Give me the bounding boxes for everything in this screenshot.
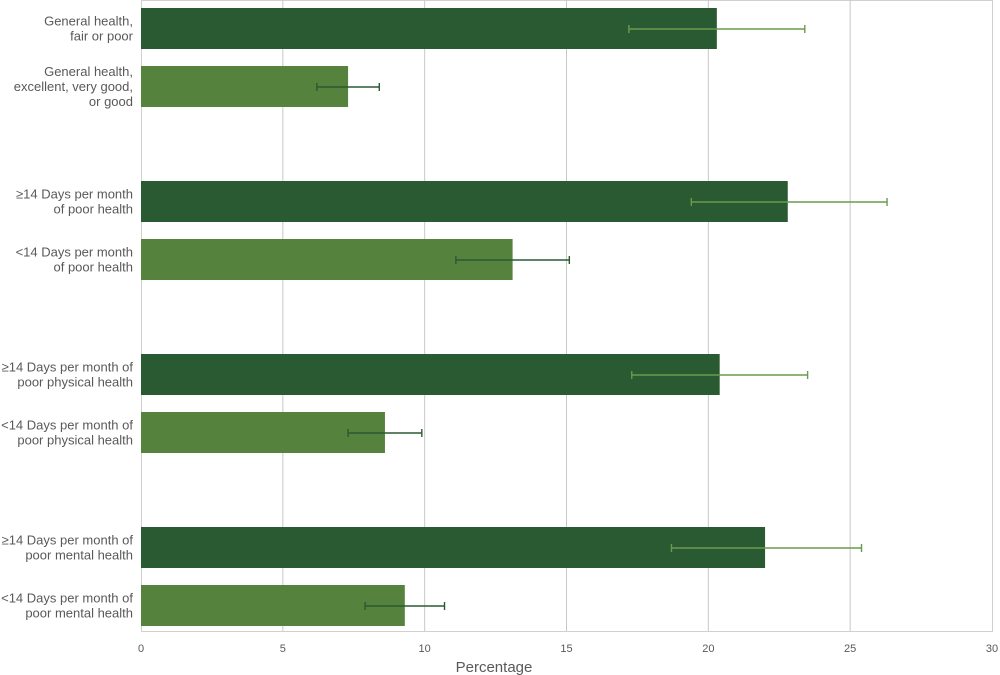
x-tick-label: 20 bbox=[702, 643, 714, 655]
bars bbox=[141, 8, 788, 626]
bar bbox=[141, 527, 766, 568]
category-label: General health, excellent, very good, or g… bbox=[14, 64, 133, 109]
bar bbox=[141, 354, 720, 395]
bar bbox=[141, 66, 349, 107]
x-tick-label: 0 bbox=[138, 643, 144, 655]
category-label: <14 Days per month of poor physical healt… bbox=[1, 418, 133, 448]
error-bar bbox=[670, 544, 863, 552]
category-label: <14 Days per month of poor mental health bbox=[1, 591, 133, 621]
bar bbox=[141, 239, 513, 280]
x-tick-labels: 0 5 10 15 20 25 30 bbox=[138, 643, 998, 655]
x-tick-label: 15 bbox=[560, 643, 572, 655]
bar bbox=[141, 8, 717, 49]
error-bar bbox=[316, 83, 380, 91]
bar bbox=[141, 585, 405, 626]
error-bar bbox=[631, 371, 809, 379]
bar bbox=[141, 181, 788, 222]
category-label: ≥14 Days per month of poor health bbox=[16, 187, 133, 217]
error-bar bbox=[364, 602, 446, 610]
bar bbox=[141, 412, 385, 453]
category-label: General health, fair or poor bbox=[44, 14, 134, 44]
gridlines bbox=[282, 0, 851, 631]
category-label: <14 Days per month of poor health bbox=[16, 245, 133, 275]
error-bars bbox=[316, 25, 888, 610]
error-bar bbox=[690, 198, 888, 206]
category-label: ≥14 Days per month of poor physical healt… bbox=[2, 360, 134, 390]
x-axis-title: Percentage bbox=[456, 659, 533, 675]
x-tick-label: 30 bbox=[986, 643, 998, 655]
x-tick-label: 25 bbox=[844, 643, 856, 655]
error-bar bbox=[347, 429, 423, 437]
error-bar bbox=[628, 25, 806, 33]
category-labels: General health, fair or poor General healt… bbox=[1, 14, 134, 621]
x-tick-label: 5 bbox=[280, 643, 286, 655]
error-bar bbox=[455, 256, 571, 264]
x-tick-label: 10 bbox=[419, 643, 431, 655]
category-label: ≥14 Days per month of poor mental health bbox=[2, 533, 134, 563]
